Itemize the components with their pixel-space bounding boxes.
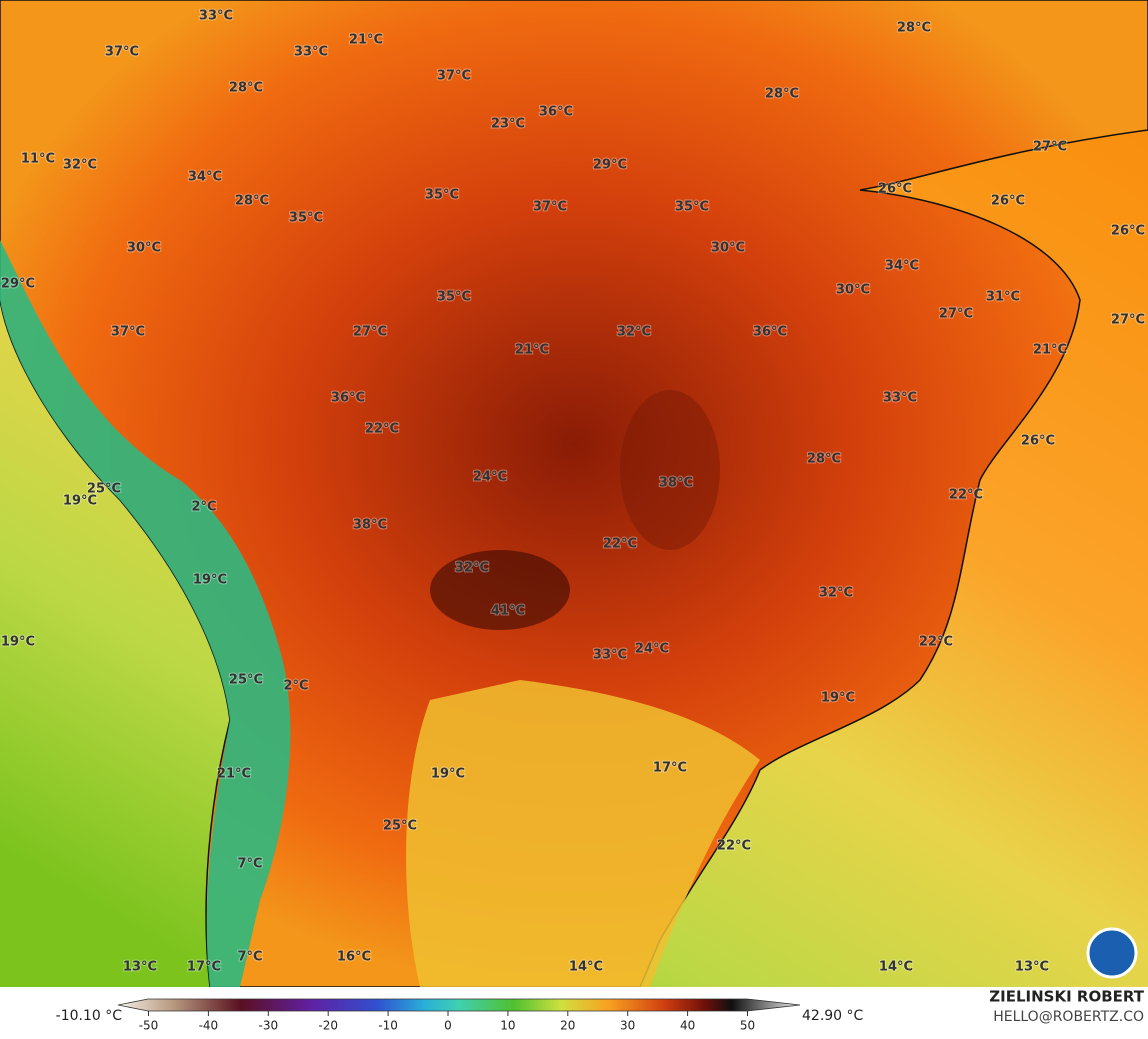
temperature-label: 17°C <box>187 960 221 975</box>
colorbar-tick-label: -50 <box>139 1019 159 1033</box>
temperature-label: 13°C <box>1015 960 1049 975</box>
colorbar-tick-label: 40 <box>680 1019 695 1033</box>
temperature-label: 28°C <box>765 87 799 102</box>
temperature-label: 27°C <box>1111 313 1145 328</box>
temperature-label: 33°C <box>199 9 233 24</box>
temperature-label: 14°C <box>879 960 913 975</box>
temperature-label: 33°C <box>593 648 627 663</box>
temperature-label: 27°C <box>353 325 387 340</box>
credit-email: HELLO@ROBERTZ.CO <box>993 1009 1144 1025</box>
temperature-label: 26°C <box>878 182 912 197</box>
temperature-label: 34°C <box>885 259 919 274</box>
temperature-label: 33°C <box>294 45 328 60</box>
temperature-label: 22°C <box>365 422 399 437</box>
temperature-label: 37°C <box>437 69 471 84</box>
temperature-label: 35°C <box>425 188 459 203</box>
temperature-label: 35°C <box>437 290 471 305</box>
southern-land <box>406 680 760 987</box>
temperature-label: 26°C <box>991 194 1025 209</box>
temperature-label: 11°C <box>21 152 55 167</box>
colorbar-tick-label: 10 <box>500 1019 515 1033</box>
andes <box>0 240 291 987</box>
temperature-label: 28°C <box>897 21 931 36</box>
temperature-label: 24°C <box>473 470 507 485</box>
temperature-label: 19°C <box>63 494 97 509</box>
temperature-label: 32°C <box>63 158 97 173</box>
temperature-label: 19°C <box>821 691 855 706</box>
temperature-label: 19°C <box>1 635 35 650</box>
colorbar-tick-label: 0 <box>444 1019 452 1033</box>
temperature-label: 19°C <box>431 767 465 782</box>
temperature-label: 7°C <box>237 950 262 965</box>
temperature-label: 32°C <box>617 325 651 340</box>
colorbar-tick-label: 30 <box>620 1019 635 1033</box>
temperature-label: 33°C <box>883 391 917 406</box>
temperature-label: 28°C <box>229 81 263 96</box>
temperature-label: 26°C <box>1111 224 1145 239</box>
temperature-label: 32°C <box>455 561 489 576</box>
colorbar-min: -10.10 °C <box>56 1008 123 1024</box>
hot-spot <box>620 390 720 550</box>
temperature-label: 22°C <box>919 635 953 650</box>
temperature-label: 35°C <box>675 200 709 215</box>
temperature-label: 28°C <box>235 194 269 209</box>
temperature-label: 7°C <box>237 857 262 872</box>
colorbar-tick-label: -20 <box>318 1019 338 1033</box>
noaa-logo <box>1086 927 1138 979</box>
temperature-label: 24°C <box>635 642 669 657</box>
credit-name: ZIELINSKI ROBERT <box>989 988 1144 1006</box>
temperature-label: 19°C <box>193 573 227 588</box>
temperature-label: 31°C <box>986 290 1020 305</box>
temperature-label: 30°C <box>711 241 745 256</box>
temperature-label: 22°C <box>603 537 637 552</box>
temperature-label: 25°C <box>383 819 417 834</box>
colorbar-tick-label: 50 <box>740 1019 755 1033</box>
temperature-label: 22°C <box>949 488 983 503</box>
temperature-label: 14°C <box>569 960 603 975</box>
colorbar-tick-label: -30 <box>258 1019 278 1033</box>
colorbar-tick-label: -40 <box>199 1019 219 1033</box>
temperature-label: 21°C <box>515 343 549 358</box>
temperature-label: 16°C <box>337 950 371 965</box>
temperature-label: 2°C <box>191 500 216 515</box>
temperature-label: 28°C <box>807 452 841 467</box>
temperature-label: 41°C <box>491 604 525 619</box>
temperature-label: 26°C <box>1021 434 1055 449</box>
temperature-label: 30°C <box>836 283 870 298</box>
temperature-label: 27°C <box>939 307 973 322</box>
temperature-label: 23°C <box>491 117 525 132</box>
temperature-label: 34°C <box>188 170 222 185</box>
temperature-label: 21°C <box>217 767 251 782</box>
temperature-label: 30°C <box>127 241 161 256</box>
temperature-label: 2°C <box>283 679 308 694</box>
temperature-label: 17°C <box>653 761 687 776</box>
colorbar-max: 42.90 °C <box>802 1008 864 1024</box>
temperature-label: 27°C <box>1033 140 1067 155</box>
colorbar <box>117 998 801 1012</box>
colorbar-tick-label: 20 <box>560 1019 575 1033</box>
temperature-label: 22°C <box>717 839 751 854</box>
temperature-label: 37°C <box>105 45 139 60</box>
temperature-label: 36°C <box>753 325 787 340</box>
temperature-label: 25°C <box>229 673 263 688</box>
temperature-label: 13°C <box>123 960 157 975</box>
temperature-label: 37°C <box>111 325 145 340</box>
hot-spot <box>430 550 570 630</box>
temperature-label: 29°C <box>593 158 627 173</box>
temperature-label: 21°C <box>1033 343 1067 358</box>
temperature-label: 29°C <box>1 277 35 292</box>
temperature-label: 38°C <box>353 518 387 533</box>
temperature-label: 25°C <box>87 482 121 497</box>
temperature-label: 37°C <box>533 200 567 215</box>
temperature-label: 21°C <box>349 33 383 48</box>
temperature-label: 36°C <box>539 105 573 120</box>
colorbar-tick-label: -10 <box>378 1019 398 1033</box>
temperature-label: 38°C <box>659 476 693 491</box>
temperature-label: 35°C <box>289 211 323 226</box>
temperature-label: 36°C <box>331 391 365 406</box>
temperature-label: 32°C <box>819 586 853 601</box>
